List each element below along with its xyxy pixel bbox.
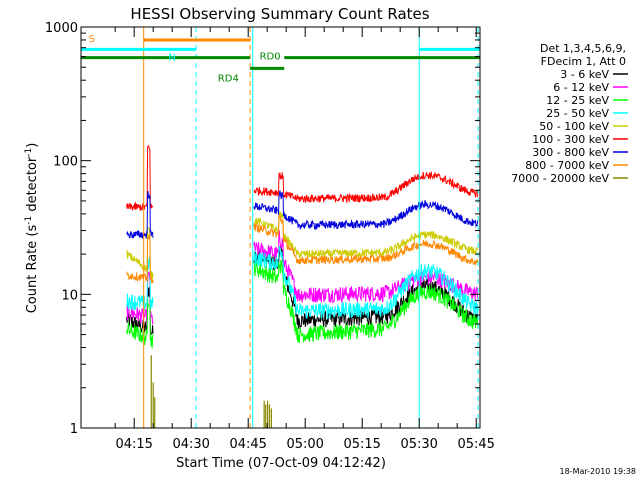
legend-label-0: 3 - 6 keV	[560, 68, 609, 81]
flag-label-rd4-3: RD4	[218, 73, 239, 84]
x-tick-label-0: 04:15	[115, 437, 152, 452]
plot-area: S N RD0 RD4	[81, 27, 480, 428]
series-line-pre-7	[126, 234, 154, 284]
legend-label-6: 300 - 800 keV	[532, 146, 609, 159]
x-tick-label-6: 05:45	[457, 437, 494, 452]
legend-label-1: 6 - 12 keV	[553, 81, 609, 94]
series-line-pre-5	[126, 145, 154, 211]
y-tick-label-0: 1	[70, 422, 78, 437]
y-axis-label-mid: detector	[25, 156, 40, 216]
y-tick-label-1: 10	[61, 288, 78, 303]
series-line-1	[253, 229, 479, 304]
series-line-3	[253, 245, 479, 320]
y-axis-label-end: )	[25, 143, 40, 148]
y-tick-label-2: 100	[53, 155, 78, 170]
chart-title: HESSI Observing Summary Count Rates	[130, 5, 429, 23]
series-line-5	[253, 171, 479, 204]
legend-label-7: 800 - 7000 keV	[525, 159, 609, 172]
series-line-pre-2	[126, 297, 154, 349]
legend-label-2: 12 - 25 keV	[546, 94, 609, 107]
flag-label-n-1: N	[168, 53, 175, 64]
series-line-6	[253, 190, 479, 231]
legend-label-4: 50 - 100 keV	[539, 120, 609, 133]
y-axis-label: Count Rate (s-1 detector-1)	[24, 143, 40, 314]
series-line-pre-3	[126, 255, 154, 310]
legend-label-3: 25 - 50 keV	[546, 107, 609, 120]
series-line-4	[253, 211, 479, 259]
footer-timestamp: 18-Mar-2010 19:38	[560, 467, 637, 476]
x-axis-label: Start Time (07-Oct-09 04:12:42)	[176, 456, 386, 471]
legend: Det 1,3,4,5,6,9, FDecim 1, Att 0 3 - 6 k…	[511, 42, 628, 185]
series-line-pre-4	[126, 225, 154, 280]
x-tick-label-1: 04:30	[172, 437, 209, 452]
plot-frame	[80, 26, 481, 429]
x-tick-label-3: 05:00	[286, 437, 323, 452]
x-tick-label-5: 05:30	[400, 437, 437, 452]
legend-label-5: 100 - 300 keV	[532, 133, 609, 146]
series-line-pre-6	[126, 190, 154, 239]
series-line-7	[253, 215, 479, 266]
flag-label-s-0: S	[89, 34, 95, 45]
y-axis-label-sup2: -1	[24, 148, 34, 157]
legend-header-line-2: FDecim 1, Att 0	[541, 55, 626, 68]
y-tick-label-3: 1000	[45, 21, 78, 36]
legend-header-line-1: Det 1,3,4,5,6,9,	[540, 42, 626, 55]
series-line-pre-1	[126, 271, 154, 326]
y-axis-label-sup1: -1	[24, 216, 34, 225]
x-tick-label-2: 04:45	[229, 437, 266, 452]
flag-label-rd0-2: RD0	[260, 52, 281, 63]
axes: 1 10 100 1000 04:15 04:30 04:45 05:00 05:15 05:30…	[45, 21, 495, 452]
legend-label-8: 7000 - 20000 keV	[511, 172, 609, 185]
x-tick-label-4: 05:15	[343, 437, 380, 452]
series-line-2	[253, 259, 479, 343]
y-axis-label-main: Count Rate (s	[25, 225, 40, 314]
